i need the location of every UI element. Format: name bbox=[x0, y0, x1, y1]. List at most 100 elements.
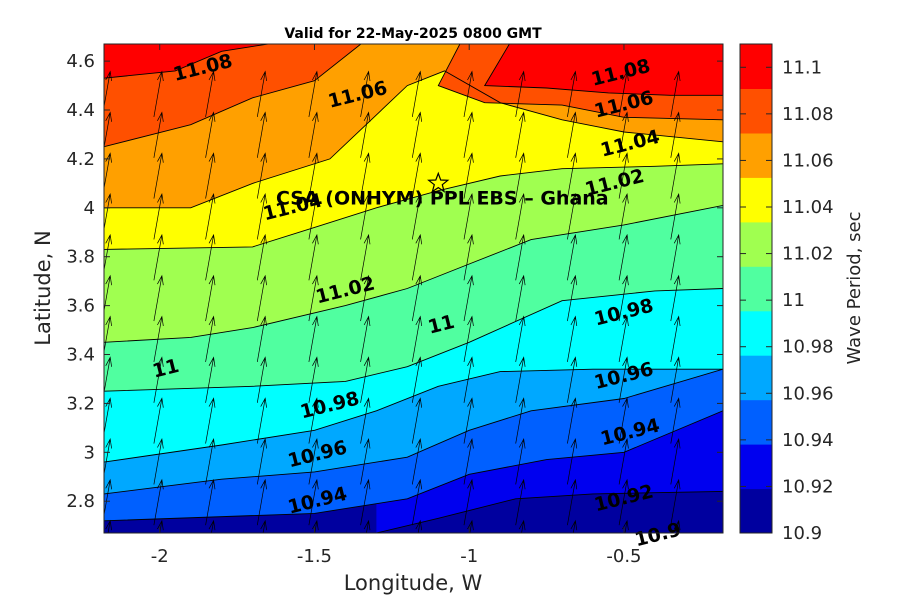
direction-arrow-18 bbox=[411, 478, 423, 526]
colorbar-tick-label: 11.04 bbox=[782, 197, 834, 218]
direction-arrow-109 bbox=[153, 152, 164, 199]
direction-arrow-142 bbox=[618, 70, 629, 117]
y-tick-label: 3.4 bbox=[66, 345, 95, 366]
direction-arrow-116 bbox=[515, 152, 526, 199]
direction-arrow-29 bbox=[360, 438, 371, 485]
x-axis-ticks: -2 -1.5 -1 -0.5 bbox=[151, 44, 642, 567]
direction-arrow-8 bbox=[518, 519, 526, 533]
direction-arrow-101 bbox=[360, 193, 371, 240]
direction-arrow-83 bbox=[670, 274, 681, 322]
direction-arrow-89 bbox=[360, 233, 371, 281]
direction-arrow-25 bbox=[153, 438, 164, 485]
direction-arrow-99 bbox=[256, 193, 267, 240]
direction-arrow-58 bbox=[618, 356, 629, 403]
direction-arrow-4 bbox=[312, 519, 319, 533]
colorbar-tick-label: 10.96 bbox=[782, 383, 834, 404]
direction-arrow-23 bbox=[670, 478, 681, 526]
direction-arrow-40 bbox=[308, 397, 319, 444]
direction-arrow-37 bbox=[153, 397, 164, 444]
contour-line-10.94 bbox=[104, 368, 723, 495]
direction-arrow-70 bbox=[618, 315, 629, 362]
direction-arrow-72 bbox=[104, 274, 112, 313]
direction-arrow-21 bbox=[567, 478, 578, 526]
direction-arrow-16 bbox=[308, 478, 319, 526]
contour-line-11.08 bbox=[104, 44, 269, 79]
x-tick-label: -1.5 bbox=[297, 546, 332, 567]
direction-arrow-75 bbox=[256, 274, 267, 322]
colorbar-label: Wave Period, sec bbox=[844, 211, 865, 364]
contour-lines bbox=[104, 44, 723, 533]
contour-line-10.96 bbox=[104, 368, 723, 463]
direction-arrow-42 bbox=[411, 397, 423, 444]
direction-arrow-120 bbox=[104, 111, 112, 150]
direction-arrow-64 bbox=[308, 315, 319, 362]
colorbar-swatch-9 bbox=[740, 88, 772, 134]
colorbar-tick-label: 11.08 bbox=[782, 104, 834, 125]
direction-arrow-117 bbox=[567, 152, 578, 199]
direction-arrow-28 bbox=[308, 438, 319, 485]
direction-arrow-119 bbox=[670, 152, 681, 199]
direction-arrow-5 bbox=[363, 519, 371, 533]
contour-line-10.9 bbox=[376, 490, 723, 533]
direction-arrow-71 bbox=[670, 315, 681, 362]
direction-arrow-56 bbox=[515, 356, 526, 403]
colorbar-ticks: 10.9 10.92 10.94 10.96 10.98 11 11.02 11.04 11.0… bbox=[740, 57, 834, 544]
direction-arrow-124 bbox=[308, 111, 319, 158]
contour-line-11.06 bbox=[437, 44, 723, 121]
direction-arrow-93 bbox=[567, 233, 578, 281]
direction-arrow-131 bbox=[670, 111, 681, 158]
direction-arrow-129 bbox=[567, 111, 578, 158]
direction-arrow-95 bbox=[670, 233, 681, 281]
direction-arrow-69 bbox=[567, 315, 578, 362]
colorbar-tick-label: 11 bbox=[782, 290, 805, 311]
direction-arrow-47 bbox=[670, 397, 681, 444]
colorbar: 10.9 10.92 10.94 10.96 10.98 11 11.02 11.04 11.0… bbox=[739, 43, 865, 544]
colorbar-tick-label: 11.06 bbox=[782, 150, 834, 171]
direction-arrow-22 bbox=[618, 478, 629, 526]
direction-arrow-104 bbox=[515, 193, 526, 240]
direction-arrow-113 bbox=[360, 152, 371, 199]
direction-arrow-76 bbox=[308, 274, 319, 322]
direction-arrow-135 bbox=[256, 70, 267, 117]
direction-arrow-86 bbox=[205, 233, 216, 281]
direction-arrow-85 bbox=[153, 233, 164, 281]
direction-arrow-46 bbox=[618, 397, 629, 444]
direction-arrow-10 bbox=[622, 519, 629, 533]
direction-arrow-27 bbox=[256, 438, 267, 485]
colorbar-frame bbox=[739, 43, 773, 534]
colorbar-tick-label: 11.1 bbox=[782, 57, 822, 78]
direction-arrow-61 bbox=[153, 315, 164, 362]
colorbar-swatch-0 bbox=[740, 488, 772, 534]
direction-arrow-115 bbox=[463, 152, 474, 199]
direction-arrow-137 bbox=[360, 70, 371, 117]
x-tick-label: -1 bbox=[460, 546, 478, 567]
colorbar-swatch-2 bbox=[740, 399, 772, 445]
direction-arrow-53 bbox=[360, 356, 371, 403]
direction-arrow-50 bbox=[205, 356, 216, 403]
colorbar-swatch-1 bbox=[740, 444, 772, 490]
colorbar-tick-label: 10.98 bbox=[782, 337, 834, 358]
direction-arrow-94 bbox=[618, 233, 629, 281]
direction-arrow-13 bbox=[153, 478, 164, 526]
site-star-marker bbox=[427, 171, 450, 193]
direction-arrow-127 bbox=[463, 111, 474, 158]
direction-arrow-20 bbox=[515, 478, 526, 526]
wave-direction-arrows bbox=[104, 70, 681, 533]
contour-band-11.08 bbox=[484, 44, 723, 96]
direction-arrow-67 bbox=[463, 315, 474, 362]
direction-arrow-59 bbox=[670, 356, 681, 403]
direction-arrow-34 bbox=[618, 438, 629, 485]
direction-arrow-6 bbox=[415, 519, 423, 533]
colorbar-swatch-10 bbox=[740, 44, 772, 89]
direction-arrow-138 bbox=[411, 70, 423, 117]
y-tick-label: 4.6 bbox=[66, 51, 95, 72]
y-tick-label: 4.2 bbox=[66, 149, 95, 170]
direction-arrow-106 bbox=[618, 193, 629, 240]
contour-line-11 bbox=[104, 204, 723, 343]
direction-arrow-87 bbox=[256, 233, 267, 281]
direction-arrow-52 bbox=[308, 356, 319, 403]
direction-arrow-81 bbox=[567, 274, 578, 322]
colorbar-swatch-3 bbox=[740, 355, 772, 401]
direction-arrow-84 bbox=[104, 233, 112, 273]
